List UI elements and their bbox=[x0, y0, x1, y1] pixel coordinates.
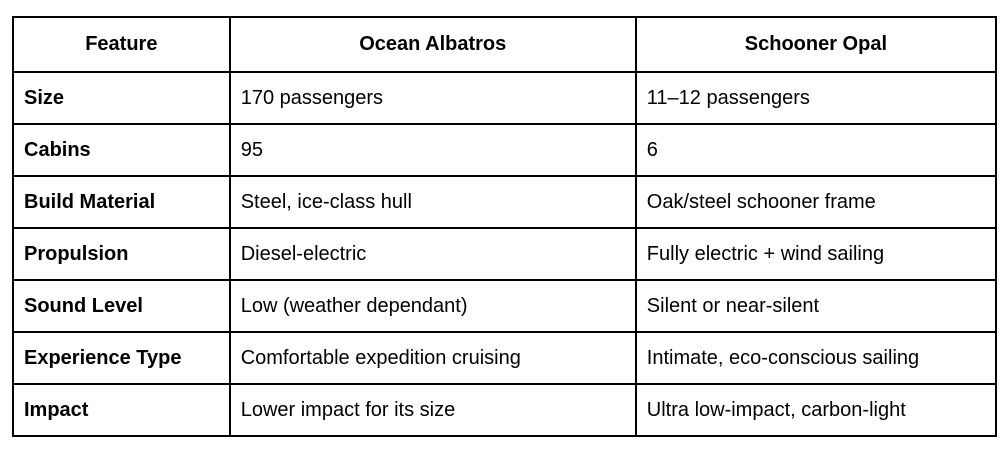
row-label: Build Material bbox=[12, 175, 231, 229]
table-row: Impact Lower impact for its size Ultra low… bbox=[12, 383, 998, 437]
header-row: Feature Ocean Albatros Schooner Opal bbox=[12, 16, 998, 73]
table-cell: Ultra low-impact, carbon-light bbox=[634, 383, 998, 437]
table-row: Size 170 passengers 11–12 passengers bbox=[12, 71, 998, 125]
table-cell: 170 passengers bbox=[228, 71, 637, 125]
table-body: Size 170 passengers 11–12 passengers Cabins… bbox=[12, 71, 998, 437]
table-row: Cabins 95 6 bbox=[12, 123, 998, 177]
table-row: Build Material Steel, ice-class hull Oak/s… bbox=[12, 175, 998, 229]
row-label: Sound Level bbox=[12, 279, 231, 333]
table-cell: Silent or near-silent bbox=[634, 279, 998, 333]
table-cell: 95 bbox=[228, 123, 637, 177]
table-cell: Low (weather dependant) bbox=[228, 279, 637, 333]
table-row: Experience Type Comfortable expedition cr… bbox=[12, 331, 998, 385]
header-cell: Schooner Opal bbox=[634, 16, 998, 73]
row-label: Experience Type bbox=[12, 331, 231, 385]
row-label: Cabins bbox=[12, 123, 231, 177]
table-header: Feature Ocean Albatros Schooner Opal bbox=[12, 16, 998, 73]
table-cell: Fully electric + wind sailing bbox=[634, 227, 998, 281]
table-row: Sound Level Low (weather dependant) Silent… bbox=[12, 279, 998, 333]
comparison-table: Feature Ocean Albatros Schooner Opal Size 1… bbox=[12, 16, 998, 437]
table-cell: 11–12 passengers bbox=[634, 71, 998, 125]
row-label: Propulsion bbox=[12, 227, 231, 281]
table-cell: Steel, ice-class hull bbox=[228, 175, 637, 229]
row-label: Size bbox=[12, 71, 231, 125]
table-cell: Comfortable expedition cruising bbox=[228, 331, 637, 385]
header-cell: Ocean Albatros bbox=[228, 16, 637, 73]
table-cell: Lower impact for its size bbox=[228, 383, 637, 437]
row-label: Impact bbox=[12, 383, 231, 437]
table-row: Propulsion Diesel-electric Fully electric … bbox=[12, 227, 998, 281]
table-cell: Diesel-electric bbox=[228, 227, 637, 281]
header-cell: Feature bbox=[12, 16, 231, 73]
table-cell: Oak/steel schooner frame bbox=[634, 175, 998, 229]
table-cell: Intimate, eco-conscious sailing bbox=[634, 331, 998, 385]
table-cell: 6 bbox=[634, 123, 998, 177]
